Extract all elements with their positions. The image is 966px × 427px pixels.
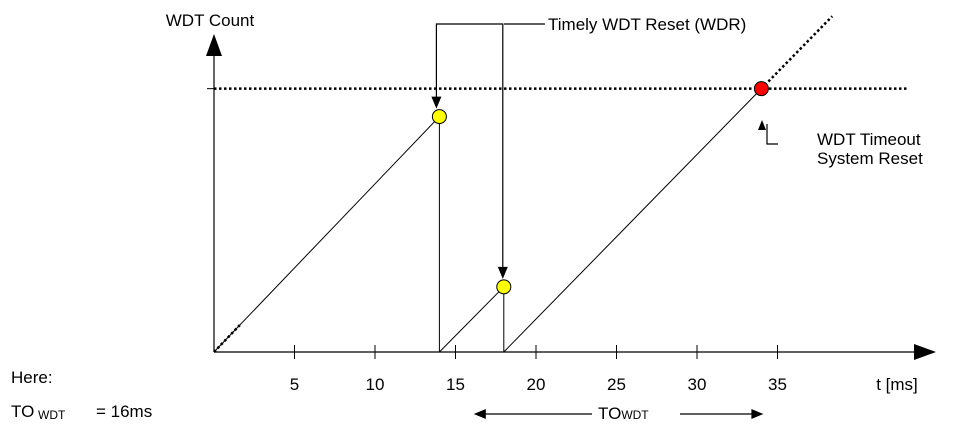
x-axis-arrowhead — [914, 344, 936, 360]
wdr-marker-1 — [431, 109, 447, 125]
x-tick-label-30: 30 — [688, 375, 707, 394]
wdr-arrowhead-2 — [497, 266, 508, 279]
x-ticks: 5 10 15 20 25 30 35 — [290, 345, 787, 394]
x-tick-label-10: 10 — [366, 375, 385, 394]
ramp-1-dotted-start — [213, 324, 241, 353]
timeout-label-line1: WDT Timeout — [817, 130, 921, 149]
ramp-1 — [213, 116, 440, 353]
timeout-pointer-arrowhead — [758, 120, 766, 130]
timeout-label-line2: System Reset — [817, 149, 923, 168]
wdr-label: Timely WDT Reset (WDR) — [548, 15, 746, 34]
y-axis-arrowhead — [206, 34, 222, 56]
to-wdt-arrowhead-left — [473, 409, 486, 419]
event-markers — [431, 81, 769, 295]
note-to-value: = 16ms — [96, 402, 152, 421]
note-to-main: TO — [11, 402, 34, 421]
to-wdt-span-label: TOWDT — [598, 404, 649, 423]
x-axis-label: t [ms] — [876, 375, 918, 394]
ramp-2 — [439, 286, 505, 353]
x-tick-label-20: 20 — [527, 375, 546, 394]
x-tick-label-5: 5 — [290, 375, 299, 394]
x-tick-label-25: 25 — [607, 375, 626, 394]
wdr-marker-2 — [496, 279, 512, 295]
ramp-3-dotted-continuation — [760, 15, 834, 90]
note-to-sub: WDT — [38, 408, 66, 422]
timeout-marker — [753, 81, 769, 97]
wdr-arrowhead-1 — [431, 96, 442, 109]
wdr-bracket — [435, 23, 504, 268]
note-here: Here: — [11, 368, 53, 387]
x-tick-label-35: 35 — [768, 375, 787, 394]
y-axis-label: WDT Count — [166, 11, 255, 30]
timeout-pointer — [766, 124, 778, 145]
ramp-3 — [503, 88, 762, 353]
x-tick-label-15: 15 — [446, 375, 465, 394]
count-ramps — [213, 15, 834, 353]
to-wdt-arrowhead-right — [751, 409, 764, 419]
